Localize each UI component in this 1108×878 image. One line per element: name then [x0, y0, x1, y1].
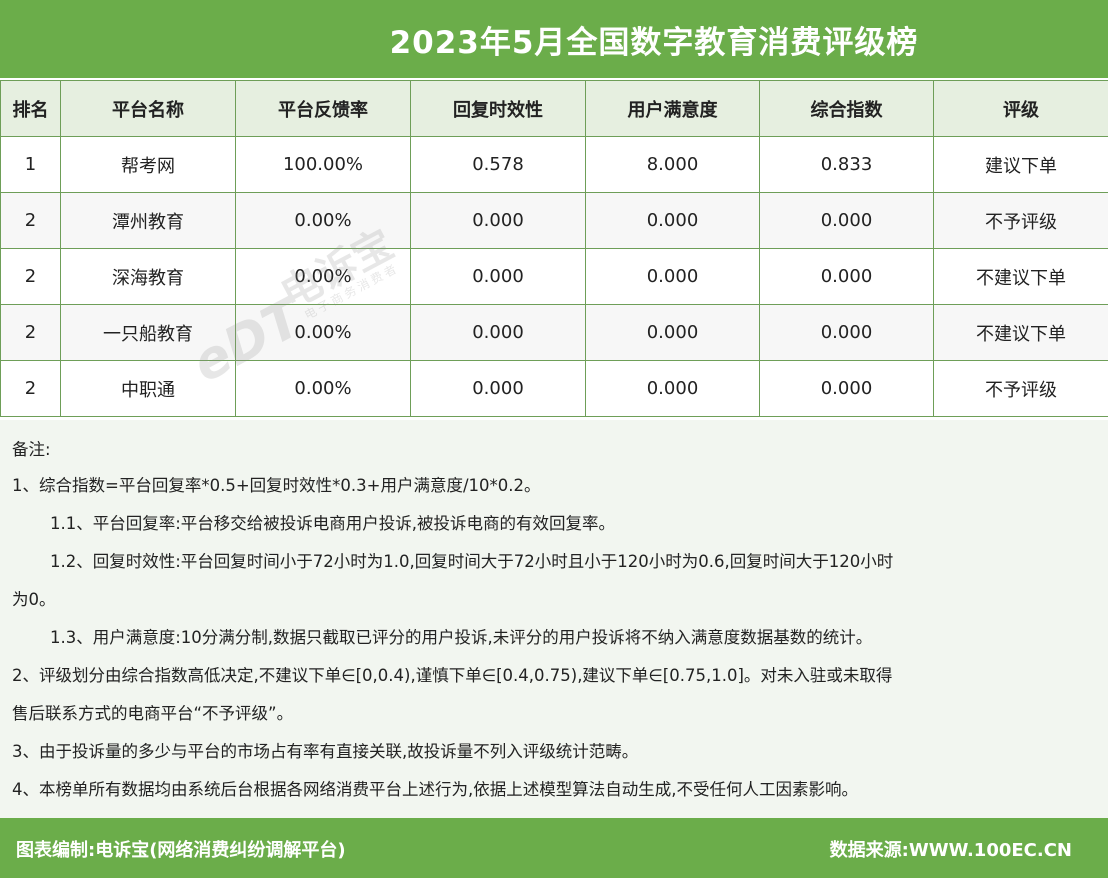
cell-feedback-rate: 0.00%	[235, 192, 411, 249]
note-4: 4、本榜单所有数据均由系统后台根据各网络消费平台上述行为,依据上述模型算法自动生…	[12, 780, 858, 799]
cell-feedback-rate: 0.00%	[235, 360, 411, 417]
cell-rating: 建议下单	[933, 136, 1108, 193]
note-1-2: 1.2、回复时效性:平台回复时间小于72小时为1.0,回复时间大于72小时且小于…	[50, 552, 894, 571]
table-row: 2 潭州教育 0.00% 0.000 0.000 0.000 不予评级	[0, 192, 1108, 249]
cell-reply-timeliness: 0.578	[410, 136, 586, 193]
cell-platform-name: 中职通	[60, 360, 236, 417]
title-banner: 2023年5月全国数字教育消费评级榜	[0, 0, 1108, 78]
header-user-satisfaction: 用户满意度	[585, 80, 760, 137]
cell-rating: 不予评级	[933, 360, 1108, 417]
cell-reply-timeliness: 0.000	[410, 360, 586, 417]
page-title: 2023年5月全国数字教育消费评级榜	[389, 24, 919, 61]
note-3: 3、由于投诉量的多少与平台的市场占有率有直接关联,故投诉量不列入评级统计范畴。	[12, 742, 639, 761]
header-rating: 评级	[933, 80, 1108, 137]
cell-user-satisfaction: 0.000	[585, 360, 760, 417]
cell-rank: 2	[0, 360, 61, 417]
note-2-cont: 售后联系方式的电商平台“不予评级”。	[12, 704, 294, 723]
cell-feedback-rate: 0.00%	[235, 248, 411, 305]
footer-source: 数据来源:WWW.100EC.CN	[829, 840, 1072, 861]
cell-rating: 不予评级	[933, 192, 1108, 249]
cell-rank: 2	[0, 192, 61, 249]
note-1: 1、综合指数=平台回复率*0.5+回复时效性*0.3+用户满意度/10*0.2。	[12, 476, 541, 495]
footer-banner: 图表编制:电诉宝(网络消费纠纷调解平台) 数据来源:WWW.100EC.CN	[0, 818, 1108, 878]
cell-composite-index: 0.000	[759, 248, 934, 305]
cell-feedback-rate: 100.00%	[235, 136, 411, 193]
table-row: 2 中职通 0.00% 0.000 0.000 0.000 不予评级	[0, 360, 1108, 417]
note-1-3: 1.3、用户满意度:10分满分制,数据只截取已评分的用户投诉,未评分的用户投诉将…	[50, 628, 873, 647]
cell-rank: 2	[0, 248, 61, 305]
cell-reply-timeliness: 0.000	[410, 304, 586, 361]
cell-user-satisfaction: 0.000	[585, 248, 760, 305]
cell-feedback-rate: 0.00%	[235, 304, 411, 361]
cell-reply-timeliness: 0.000	[410, 192, 586, 249]
cell-composite-index: 0.000	[759, 192, 934, 249]
cell-rating: 不建议下单	[933, 304, 1108, 361]
note-2: 2、评级划分由综合指数高低决定,不建议下单∈[0,0.4),谨慎下单∈[0.4,…	[12, 666, 893, 685]
cell-user-satisfaction: 8.000	[585, 136, 760, 193]
notes-section: 备注: 1、综合指数=平台回复率*0.5+回复时效性*0.3+用户满意度/10*…	[0, 420, 1108, 818]
cell-rating: 不建议下单	[933, 248, 1108, 305]
cell-composite-index: 0.000	[759, 360, 934, 417]
header-platform-name: 平台名称	[60, 80, 236, 137]
header-composite-index: 综合指数	[759, 80, 934, 137]
cell-user-satisfaction: 0.000	[585, 304, 760, 361]
cell-reply-timeliness: 0.000	[410, 248, 586, 305]
cell-rank: 2	[0, 304, 61, 361]
cell-composite-index: 0.000	[759, 304, 934, 361]
cell-rank: 1	[0, 136, 61, 193]
cell-platform-name: 帮考网	[60, 136, 236, 193]
table-row: 1 帮考网 100.00% 0.578 8.000 0.833 建议下单	[0, 136, 1108, 193]
table-header-row: 排名 平台名称 平台反馈率 回复时效性 用户满意度 综合指数 评级	[0, 80, 1108, 137]
table-row: 2 一只船教育 0.00% 0.000 0.000 0.000 不建议下单	[0, 304, 1108, 361]
header-rank: 排名	[0, 80, 61, 137]
table-row: 2 深海教育 0.00% 0.000 0.000 0.000 不建议下单	[0, 248, 1108, 305]
cell-platform-name: 一只船教育	[60, 304, 236, 361]
cell-user-satisfaction: 0.000	[585, 192, 760, 249]
rating-table: 排名 平台名称 平台反馈率 回复时效性 用户满意度 综合指数 评级 1 帮考网 …	[0, 80, 1108, 417]
cell-composite-index: 0.833	[759, 136, 934, 193]
cell-platform-name: 深海教育	[60, 248, 236, 305]
note-1-1: 1.1、平台回复率:平台移交给被投诉电商用户投诉,被投诉电商的有效回复率。	[50, 514, 616, 533]
header-feedback-rate: 平台反馈率	[235, 80, 411, 137]
header-reply-timeliness: 回复时效性	[410, 80, 586, 137]
notes-heading: 备注:	[12, 440, 51, 459]
cell-platform-name: 潭州教育	[60, 192, 236, 249]
footer-compiler: 图表编制:电诉宝(网络消费纠纷调解平台)	[16, 840, 346, 861]
note-1-2-cont: 为0。	[12, 590, 56, 609]
